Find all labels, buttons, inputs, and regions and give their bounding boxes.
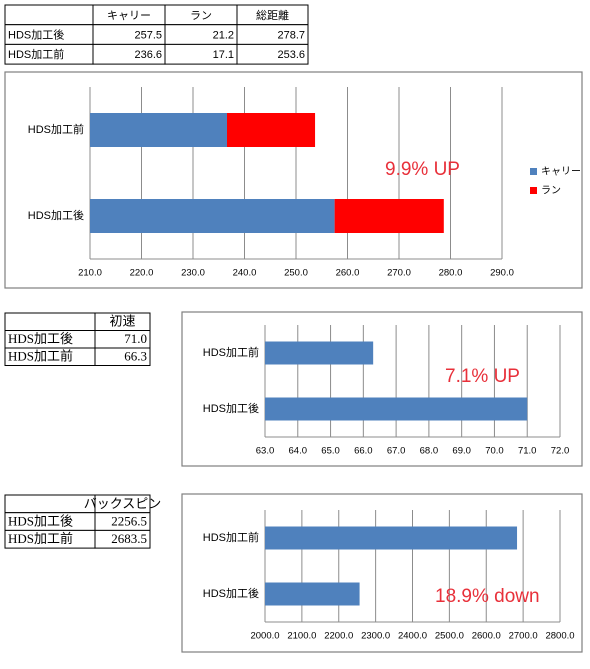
x-tick-label: 2700.0 xyxy=(509,631,538,642)
x-tick-label: 270.0 xyxy=(387,268,411,279)
bar xyxy=(90,199,335,233)
x-tick-label: 72.0 xyxy=(551,446,570,457)
x-tick-label: 2100.0 xyxy=(287,631,316,642)
y-tick-label: HDS加工前 xyxy=(28,122,84,136)
x-tick-label: 2200.0 xyxy=(324,631,353,642)
table-value: 21.2 xyxy=(213,29,234,41)
x-tick-label: 66.0 xyxy=(354,446,373,457)
x-tick-label: 2000.0 xyxy=(250,631,279,642)
table-value: 236.6 xyxy=(134,49,162,61)
chart-frame xyxy=(4,71,583,289)
bar xyxy=(265,582,360,606)
table-value: 66.3 xyxy=(124,349,147,364)
x-tick-label: 220.0 xyxy=(130,268,154,279)
table-header: バックスピン xyxy=(84,496,162,511)
table-value: 253.6 xyxy=(277,49,305,61)
x-tick-label: 240.0 xyxy=(233,268,257,279)
table-header: 総距離 xyxy=(256,8,289,22)
x-tick-label: 2500.0 xyxy=(435,631,464,642)
x-tick-label: 2800.0 xyxy=(545,631,574,642)
table-cell xyxy=(4,494,96,514)
chart-frame xyxy=(181,311,583,467)
legend-label: キャリー xyxy=(541,167,581,178)
legend-swatch xyxy=(530,187,537,194)
x-tick-label: 250.0 xyxy=(284,268,308,279)
x-tick-label: 67.0 xyxy=(387,446,406,457)
row-label: HDS加工前 xyxy=(8,531,73,546)
table-value: 257.5 xyxy=(134,29,162,41)
x-tick-label: 65.0 xyxy=(321,446,340,457)
table-cell xyxy=(4,312,96,331)
table-cell xyxy=(94,529,151,549)
table-value: 71.0 xyxy=(124,331,147,346)
bar xyxy=(265,397,528,421)
bar xyxy=(265,341,374,365)
x-tick-label: 230.0 xyxy=(181,268,205,279)
y-tick-label: HDS加工後 xyxy=(203,586,259,600)
table-value: 278.7 xyxy=(277,29,305,41)
row-label: HDS加工後 xyxy=(8,27,64,41)
table-value: 17.1 xyxy=(213,49,234,61)
bar xyxy=(265,526,518,550)
bar xyxy=(334,199,444,233)
annotation: 7.1% UP xyxy=(445,366,520,387)
row-label: HDS加工後 xyxy=(8,514,73,529)
x-tick-label: 290.0 xyxy=(490,268,514,279)
y-tick-label: HDS加工前 xyxy=(203,530,259,544)
annotation: 18.9% down xyxy=(435,586,540,607)
bar xyxy=(226,113,316,147)
x-tick-label: 69.0 xyxy=(452,446,471,457)
x-tick-label: 210.0 xyxy=(78,268,102,279)
x-tick-label: 2600.0 xyxy=(472,631,501,642)
table-cell xyxy=(4,4,94,26)
x-tick-label: 260.0 xyxy=(336,268,360,279)
row-label: HDS加工前 xyxy=(8,47,64,61)
table-header: キャリー xyxy=(107,10,151,22)
table-cell xyxy=(94,347,151,366)
x-tick-label: 71.0 xyxy=(518,446,537,457)
x-tick-label: 2300.0 xyxy=(361,631,390,642)
annotation: 9.9% UP xyxy=(385,159,460,180)
y-tick-label: HDS加工後 xyxy=(28,208,84,222)
row-label: HDS加工後 xyxy=(8,331,73,346)
x-tick-label: 2400.0 xyxy=(398,631,427,642)
row-label: HDS加工前 xyxy=(8,349,73,364)
y-tick-label: HDS加工後 xyxy=(203,401,259,415)
bar xyxy=(90,113,227,147)
table-header: 初速 xyxy=(109,314,135,329)
table-cell xyxy=(236,43,309,65)
table-value: 2683.5 xyxy=(111,531,147,546)
x-tick-label: 70.0 xyxy=(485,446,504,457)
legend-label: ラン xyxy=(541,185,561,197)
x-tick-label: 280.0 xyxy=(439,268,463,279)
table-value: 2256.5 xyxy=(111,514,147,529)
chart-frame xyxy=(181,493,583,653)
x-tick-label: 68.0 xyxy=(420,446,439,457)
y-tick-label: HDS加工前 xyxy=(203,345,259,359)
legend-swatch xyxy=(530,168,537,175)
table-header: ラン xyxy=(190,10,212,22)
x-tick-label: 64.0 xyxy=(289,446,308,457)
x-tick-label: 63.0 xyxy=(256,446,275,457)
